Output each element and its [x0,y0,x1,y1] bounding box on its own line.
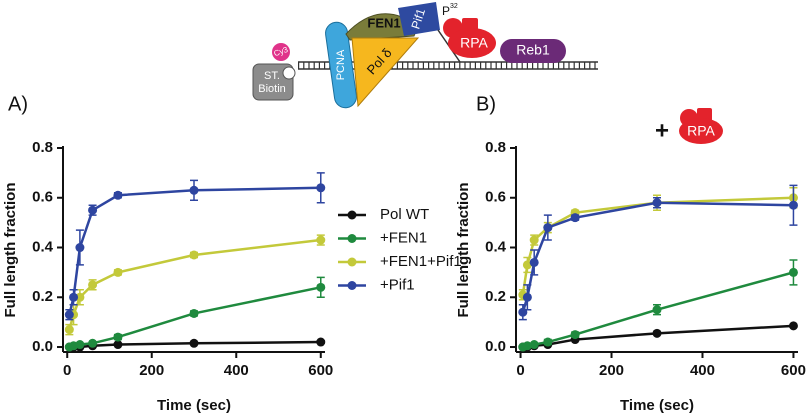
pcna [325,21,357,109]
data-point [189,308,199,318]
diagram-label: Pif1 [408,6,428,30]
data-point [316,235,326,245]
rpa-icon [679,108,723,144]
diagram-label: PCNA [335,49,347,80]
data-point [189,338,199,348]
data-point [69,292,79,302]
data-point [88,338,98,348]
x-tick-label: 600 [781,362,806,379]
diagram-label: Reb1 [516,42,550,58]
data-point [652,198,662,208]
legend-marker [347,281,357,290]
legend-label: +FEN1+Pif1 [380,253,462,270]
y-tick-label: 0.4 [32,238,54,255]
data-point [113,332,123,342]
schematic: ST. Biotin Cy3 PCNA FEN1 Pol δ Pif1 P 32… [252,2,598,109]
y-axis-title: Full length fraction [455,183,472,318]
annotation: RPA [687,123,715,139]
data-point [788,200,798,210]
pol-delta [351,37,420,108]
data-point [113,190,123,200]
diagram-label: ST. [264,70,280,82]
data-point [652,328,662,338]
data-point [522,260,532,270]
legend-marker [347,210,357,220]
data-point [788,267,798,277]
diagram-label: P [442,4,450,18]
data-point [88,205,98,215]
y-tick-label: 0.4 [485,238,507,255]
legend-marker [347,257,357,267]
data-point [529,235,539,245]
y-axis-title: Full length fraction [2,183,19,318]
data-point [543,337,553,347]
data-point [189,250,199,260]
x-tick-label: 600 [308,362,333,379]
data-point [64,310,74,320]
x-tick-label: 400 [224,362,249,379]
data-point [113,340,123,350]
data-point [543,223,553,233]
rpa [679,118,723,144]
y-tick-label: 0.6 [32,189,53,206]
y-tick-label: 0.6 [485,189,506,206]
x-tick-label: 0 [63,362,71,379]
x-tick-label: 0 [516,362,524,379]
y-tick-label: 0.0 [485,338,506,355]
biotin-circle [282,66,296,80]
y-tick-label: 0.8 [32,139,53,156]
x-tick-label: 200 [139,362,164,379]
panel-label: A) [8,93,28,115]
annotation: + [655,117,669,144]
legend-label: +Pif1 [380,276,415,293]
data-point [652,305,662,315]
data-point [75,340,85,350]
data-point [113,267,123,277]
diagram-label: FEN1 [367,15,400,30]
diagram-label: Biotin [258,83,286,95]
legend-label: Pol WT [380,206,429,223]
data-point [570,330,580,340]
y-tick-label: 0.2 [32,288,53,305]
y-tick-label: 0.8 [485,139,506,156]
legend-marker [347,234,357,243]
reb1 [500,39,566,63]
data-point [529,340,539,350]
chart-panel: A) 0.0 0.2 0.4 0.6 0.8 0 200 400 600 Time (sec) Ful… [2,93,333,414]
x-tick-label: 400 [690,362,715,379]
data-point [522,341,532,351]
data-point [189,185,199,195]
diagram-label: RPA [460,35,488,51]
panel-label: B) [476,93,496,115]
data-point [316,337,326,347]
data-point [75,292,85,302]
data-point [316,282,326,292]
legend-label: +FEN1 [380,229,427,246]
diagram-label: 32 [450,3,458,10]
data-point [570,213,580,223]
pif1 [398,2,440,36]
data-point [316,183,326,193]
x-tick-label: 200 [599,362,624,379]
y-tick-label: 0.0 [32,338,53,355]
series-line [521,196,794,295]
x-axis-title: Time (sec) [157,397,231,414]
data-point [788,321,798,331]
legend: Pol WT +FEN1 +FEN1+Pif1 +Pif1 [338,206,462,293]
data-point [522,292,532,302]
cy3-dye [272,43,290,61]
y-tick-label: 0.2 [485,288,506,305]
rpa [448,28,496,58]
data-point [75,243,85,253]
data-point [529,257,539,267]
data-point [64,325,74,335]
data-point [88,280,98,290]
chart-panel: B) + RPA 0.0 0.2 0.4 0.6 0.8 0 200 400 600 Time (sec… [455,93,806,414]
x-axis-title: Time (sec) [620,397,694,414]
